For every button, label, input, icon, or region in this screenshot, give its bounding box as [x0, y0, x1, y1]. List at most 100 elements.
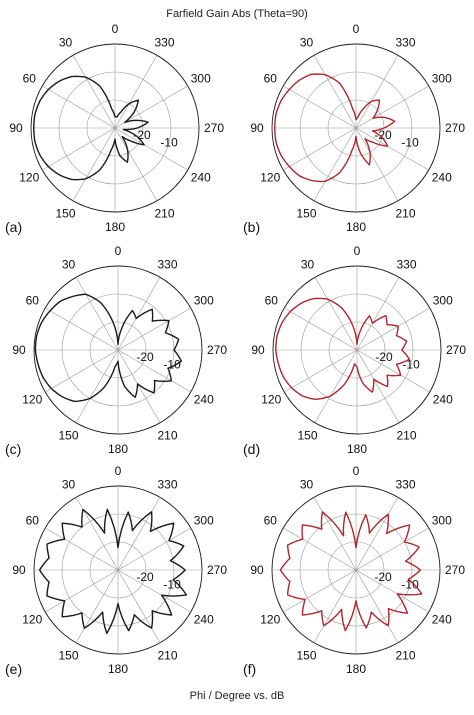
spoke-line: [45, 569, 119, 613]
angle-label: 60: [265, 294, 279, 308]
panel-label: (c): [5, 441, 21, 457]
radial-tick-label: -20: [133, 128, 151, 142]
angle-label: 90: [9, 121, 23, 135]
angle-label: 90: [250, 563, 264, 577]
spoke-line: [355, 497, 399, 571]
angle-label: 90: [250, 121, 264, 135]
spoke-line: [72, 127, 116, 201]
angle-label: 60: [264, 72, 278, 86]
radial-tick-label: -20: [136, 350, 154, 364]
angle-label: 120: [260, 613, 280, 627]
angle-label: 0: [112, 22, 119, 36]
angle-label: 330: [395, 35, 415, 49]
angle-label: 30: [59, 35, 73, 49]
spoke-line: [356, 307, 430, 351]
angle-label: 300: [194, 294, 214, 308]
angle-label: 90: [251, 343, 265, 357]
spoke-line: [117, 569, 161, 643]
angle-label: 150: [58, 429, 78, 443]
angle-label: 120: [22, 613, 42, 627]
spoke-line: [355, 55, 399, 129]
radial-tick-label: -10: [163, 577, 181, 591]
angle-label: 150: [58, 649, 78, 663]
panel-label: (b): [243, 219, 260, 235]
figure-title: Farfield Gain Abs (Theta=90): [166, 8, 308, 20]
angle-label: 150: [297, 429, 317, 443]
radial-tick-label: -20: [136, 570, 154, 584]
angle-label: 0: [354, 244, 361, 258]
angle-label: 120: [260, 171, 280, 185]
polar-panel: 0 30 60 90 120 150 180 210 240 270 300 330 -20 -10 (d): [243, 244, 466, 457]
spoke-line: [117, 307, 191, 351]
angle-label: 300: [191, 72, 211, 86]
angle-label: 180: [347, 442, 367, 456]
angle-label: 330: [396, 257, 416, 271]
spoke-line: [42, 85, 116, 129]
angle-label: 30: [62, 477, 76, 491]
spoke-line: [356, 277, 400, 351]
spoke-line: [117, 497, 161, 571]
gain-curve: [275, 297, 411, 401]
polar-plots: 0306090120150180210240270300330-20-10(a)…: [5, 22, 466, 677]
spoke-line: [313, 569, 357, 643]
angle-label: 120: [261, 393, 281, 407]
angle-label: 90: [12, 563, 26, 577]
angle-label: 60: [23, 72, 37, 86]
gain-curve: [33, 75, 149, 181]
angle-label: 210: [396, 429, 416, 443]
polar-panel: 0 30 60 90 120 150 180 210 240 270 300 330 -20 -10 (f): [243, 464, 465, 677]
angle-label: 60: [26, 514, 40, 528]
radial-tick-label: -20: [374, 128, 392, 142]
angle-label: 240: [194, 393, 214, 407]
angle-label: 0: [353, 22, 360, 36]
spoke-line: [117, 349, 161, 423]
radial-tick-label: -10: [163, 357, 181, 371]
angle-label: 30: [62, 257, 76, 271]
polar-panel: 0 30 60 90 120 150 180 210 240 270 300 330 -20 -10 (c): [5, 244, 227, 457]
polar-panel: 0 30 60 90 120 150 180 210 240 270 300 330 -20 -10 (e): [5, 464, 227, 677]
angle-label: 270: [207, 343, 227, 357]
panel-label: (a): [5, 219, 22, 235]
radial-tick-label: -10: [160, 135, 178, 149]
angle-label: 240: [194, 613, 214, 627]
spoke-line: [313, 127, 357, 201]
angle-label: 150: [296, 649, 316, 663]
spoke-line: [355, 569, 399, 643]
angle-label: 210: [395, 207, 415, 221]
panel-label: (d): [243, 441, 260, 457]
spoke-line: [355, 85, 429, 129]
spoke-line: [72, 55, 116, 129]
angle-label: 270: [445, 121, 465, 135]
radial-tick-label: -20: [374, 570, 392, 584]
spoke-line: [283, 569, 357, 613]
angle-label: 210: [154, 207, 174, 221]
spoke-line: [283, 527, 357, 571]
spoke-line: [314, 277, 358, 351]
radial-tick-label: -20: [375, 350, 393, 364]
panel-label: (e): [5, 661, 22, 677]
spoke-line: [355, 569, 429, 613]
panel-label: (f): [243, 661, 256, 677]
angle-label: 330: [395, 477, 415, 491]
angle-label: 330: [154, 35, 174, 49]
spoke-line: [75, 349, 119, 423]
spoke-line: [114, 55, 158, 129]
angle-label: 90: [12, 343, 26, 357]
spoke-line: [313, 55, 357, 129]
angle-label: 30: [300, 35, 314, 49]
angle-label: 240: [191, 171, 211, 185]
spoke-line: [355, 527, 429, 571]
angle-label: 210: [395, 649, 415, 663]
spoke-line: [283, 127, 357, 171]
angle-label: 150: [55, 207, 75, 221]
angle-label: 300: [432, 72, 452, 86]
angle-label: 30: [301, 257, 315, 271]
polar-panel: 0 30 60 90 120 150 180 210 240 270 300 330 -20 -10 (b): [243, 22, 465, 235]
angle-label: 330: [157, 477, 177, 491]
angle-label: 210: [157, 649, 177, 663]
angle-label: 300: [433, 294, 453, 308]
spoke-line: [314, 349, 358, 423]
angle-label: 330: [157, 257, 177, 271]
angle-label: 240: [433, 393, 453, 407]
